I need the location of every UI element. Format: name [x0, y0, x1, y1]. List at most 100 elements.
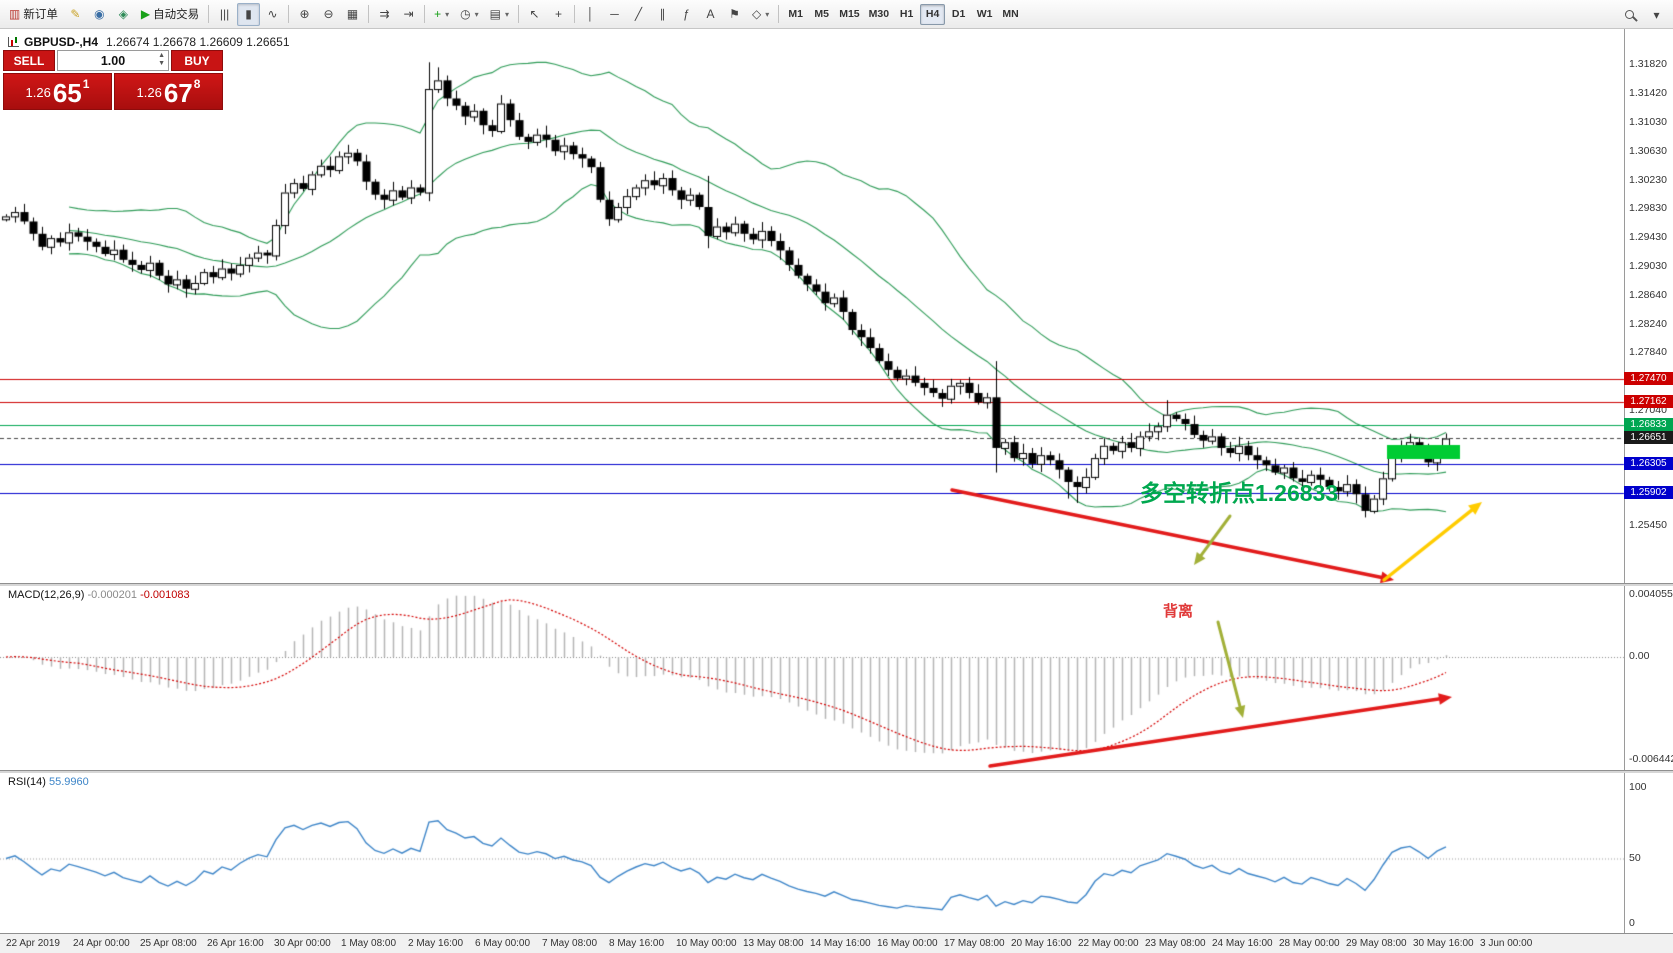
templates-button[interactable]: ▤ ▾ — [485, 3, 514, 26]
volume-spinner[interactable]: ▲ ▼ — [158, 52, 165, 67]
price-axis[interactable] — [1624, 29, 1673, 933]
time-axis-label: 25 Apr 08:00 — [140, 938, 197, 949]
periods-button[interactable]: ◷ ▾ — [455, 3, 484, 26]
trendline-icon: ╱ — [634, 7, 643, 21]
shapes-icon: ◇ — [751, 7, 762, 21]
tile-windows-button[interactable]: ▦ — [341, 3, 364, 26]
indicators-button[interactable]: + ▾ — [429, 3, 454, 26]
buy-price-point: 8 — [193, 77, 201, 91]
time-axis-label: 23 May 08:00 — [1145, 938, 1206, 949]
timeframe-m5-button[interactable]: M5 — [814, 8, 830, 20]
time-axis-label: 24 May 16:00 — [1212, 938, 1273, 949]
rsi-indicator-label: RSI(14) 55.9960 — [8, 776, 89, 788]
time-axis-label: 14 May 16:00 — [810, 938, 871, 949]
trendline-button[interactable]: ╱ — [627, 3, 650, 26]
time-axis-label: 8 May 16:00 — [609, 938, 665, 949]
sell-price-button[interactable]: 1.26 65 1 — [3, 73, 112, 110]
time-axis-label: 3 Jun 00:00 — [1480, 938, 1533, 949]
price-axis-label: 1.31030 — [1629, 115, 1667, 128]
chevron-down-icon: ▾ — [504, 9, 509, 19]
time-axis-label: 1 May 08:00 — [341, 938, 397, 949]
price-axis-label: 1.27840 — [1629, 346, 1667, 359]
search-icon — [1625, 10, 1634, 19]
search-button[interactable] — [1618, 3, 1641, 26]
main-toolbar: ▥ 新订单 ✎ ◉ ◈ ▶ 自动交易 ||| ▮ ∿ ⊕ ⊖ ▦ ⇉ ⇥ + ▾ ◷ ▾ ▤ ▾ ↖ + │ ─ ╱ ∥ ƒ A ⚑ ◇ ▾ M… — [0, 0, 1673, 29]
bar-chart-button[interactable]: ||| — [213, 3, 236, 26]
timeframe-h1-button[interactable]: H1 — [899, 8, 914, 20]
chart-shift-button[interactable]: ⇥ — [397, 3, 420, 26]
toolbar-separator — [424, 5, 426, 23]
vertical-line-icon: │ — [586, 7, 595, 21]
chevron-down-icon: ▾ — [445, 9, 450, 19]
label-icon: ⚑ — [729, 7, 740, 21]
autotrading-button[interactable]: ▶ 自动交易 — [136, 3, 204, 26]
alerts-icon: ◈ — [118, 7, 128, 21]
new-order-button[interactable]: ▥ 新订单 — [4, 3, 63, 26]
zoom-out-icon: ⊖ — [323, 7, 334, 21]
rsi-scale-0: 0 — [1629, 917, 1635, 929]
price-axis-label: 1.25450 — [1629, 519, 1667, 532]
zoom-out-button[interactable]: ⊖ — [317, 3, 340, 26]
timeframe-m1-button[interactable]: M1 — [788, 8, 804, 20]
sell-price-point: 1 — [82, 77, 90, 91]
zoom-in-button[interactable]: ⊕ — [293, 3, 316, 26]
fibonacci-button[interactable]: ƒ — [675, 3, 698, 26]
line-chart-button[interactable]: ∿ — [261, 3, 284, 26]
timeframe-m30-button[interactable]: M30 — [868, 8, 890, 20]
time-axis-label: 24 Apr 00:00 — [73, 938, 130, 949]
community-button[interactable]: ◉ — [88, 3, 111, 26]
time-axis-label: 26 Apr 16:00 — [207, 938, 264, 949]
time-axis-label: 17 May 08:00 — [944, 938, 1005, 949]
time-axis-label: 30 May 16:00 — [1413, 938, 1474, 949]
time-axis[interactable]: 22 Apr 2019 24 Apr 00:00 25 Apr 08:00 26 Ap… — [0, 933, 1673, 953]
templates-icon: ▤ — [489, 7, 501, 21]
price-level-badge: 1.26305 — [1624, 456, 1673, 470]
candlestick-chart-icon: ▮ — [245, 7, 252, 21]
price-axis-label: 1.31420 — [1629, 87, 1667, 100]
cursor-button[interactable]: ↖ — [523, 3, 546, 26]
horizontal-line-button[interactable]: ─ — [603, 3, 626, 26]
auto-scroll-icon: ⇉ — [379, 7, 390, 21]
timeframe-h4-button[interactable]: H4 — [920, 3, 946, 25]
symbol-timeframe-label: GBPUSD-,H4 — [24, 35, 99, 49]
timeframe-m15-button[interactable]: M15 — [839, 8, 860, 20]
panel-divider[interactable] — [0, 770, 1673, 773]
buy-price-button[interactable]: 1.26 67 8 — [114, 73, 223, 110]
zoom-in-icon: ⊕ — [299, 7, 310, 21]
label-button[interactable]: ⚑ — [723, 3, 746, 26]
volume-input[interactable]: 1.00 ▲ ▼ — [57, 50, 169, 71]
macd-signal-value: -0.001083 — [140, 589, 190, 601]
sell-button[interactable]: SELL — [3, 50, 55, 71]
cursor-icon: ↖ — [529, 7, 540, 21]
metaeditor-button[interactable]: ✎ — [64, 3, 87, 26]
chart-shift-icon: ⇥ — [403, 7, 414, 21]
toolbar-separator — [778, 5, 780, 23]
timeframe-w1-button[interactable]: W1 — [976, 8, 993, 20]
toolbar-overflow-button[interactable]: ▾ — [1645, 3, 1668, 26]
timeframe-mn-button[interactable]: MN — [1002, 8, 1019, 20]
toolbar-separator — [368, 5, 370, 23]
divergence-annotation: 背离 — [1163, 603, 1194, 620]
bar-chart-icon: ||| — [219, 7, 230, 21]
macd-main-value: -0.000201 — [87, 589, 138, 601]
price-level-badge: 1.25902 — [1624, 485, 1673, 499]
crosshair-button[interactable]: + — [547, 3, 570, 26]
price-axis-label: 1.30630 — [1629, 144, 1667, 157]
vertical-line-button[interactable]: │ — [579, 3, 602, 26]
shapes-button[interactable]: ◇ ▾ — [747, 3, 774, 26]
panel-divider[interactable] — [0, 583, 1673, 586]
timeframe-d1-button[interactable]: D1 — [951, 8, 966, 20]
price-axis-label: 1.29030 — [1629, 260, 1667, 273]
buy-button[interactable]: BUY — [171, 50, 223, 71]
rsi-scale-100: 100 — [1629, 781, 1647, 793]
alerts-button[interactable]: ◈ — [112, 3, 135, 26]
price-axis-label: 1.29830 — [1629, 202, 1667, 215]
auto-scroll-button[interactable]: ⇉ — [373, 3, 396, 26]
text-button[interactable]: A — [699, 3, 722, 26]
channel-button[interactable]: ∥ — [651, 3, 674, 26]
candlestick-chart-button[interactable]: ▮ — [237, 2, 261, 26]
price-axis-label: 1.31820 — [1629, 58, 1667, 71]
metaeditor-icon: ✎ — [70, 7, 81, 21]
ohlc-values: 1.26674 1.26678 1.26609 1.26651 — [106, 35, 290, 49]
